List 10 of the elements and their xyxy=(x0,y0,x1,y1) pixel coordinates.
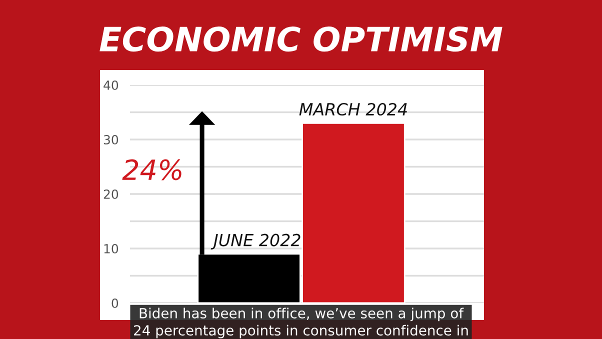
y-tick-label: 20 xyxy=(104,189,118,199)
x-tick-label: JUNE 2022 xyxy=(210,234,300,250)
x-tick-label: MARCH 2024 xyxy=(299,102,407,116)
y-tick-label: 10 xyxy=(104,244,118,254)
y-tick-label: 0 xyxy=(112,298,118,308)
y-tick-label: 40 xyxy=(104,80,118,90)
y-tick-label: 30 xyxy=(104,134,118,144)
chart-title: ECONOMIC OPTIMISM xyxy=(100,26,502,52)
text: Biden has been in office, we’ve seen a jump of 24 percentage points in consumer confidence in xyxy=(134,308,468,338)
annotation: 24% xyxy=(122,159,182,180)
